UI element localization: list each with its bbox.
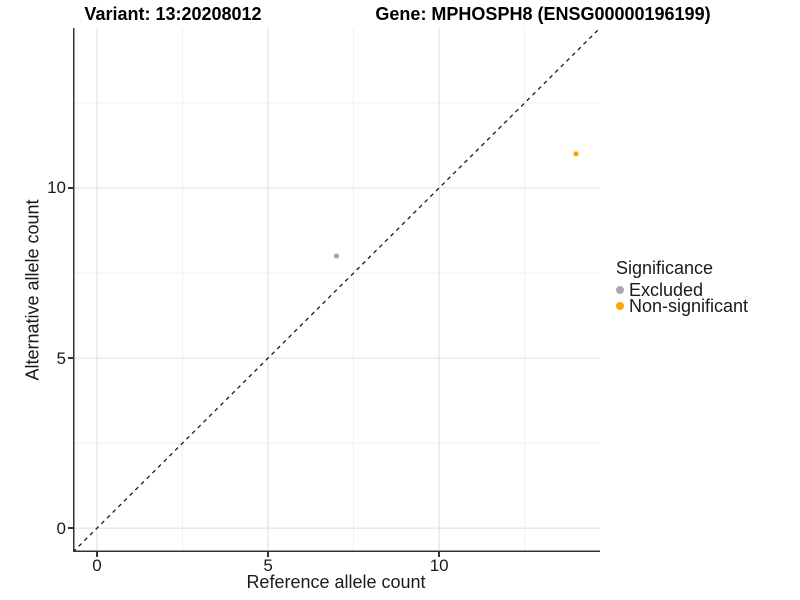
gene-title: Gene: MPHOSPH8 (ENSG00000196199) — [375, 4, 711, 24]
legend-title: Significance — [616, 258, 714, 278]
legend-item-excluded: Excluded — [616, 280, 748, 300]
non-significant-swatch-icon — [616, 302, 624, 310]
y-tick-label: 5 — [56, 348, 66, 368]
data-point-excluded — [333, 253, 340, 259]
y-tick-label: 10 — [47, 178, 66, 198]
legend: Significance Excluded Non-significant — [616, 257, 749, 316]
x-tick-mark — [438, 552, 440, 557]
x-tick-label: 10 — [429, 556, 449, 575]
x-tick-mark — [267, 552, 269, 557]
legend-item-label: Excluded — [629, 280, 704, 300]
plot-area — [73, 28, 600, 552]
identity-dashed-line — [73, 28, 600, 552]
y-tick-mark — [68, 187, 73, 189]
x-axis-title: Reference allele count — [246, 572, 426, 592]
y-tick-mark — [68, 527, 73, 529]
y-tick-mark — [68, 357, 73, 359]
legend-item-label: Non-significant — [629, 296, 749, 316]
y-tick-label: 0 — [56, 518, 66, 538]
x-tick-mark — [96, 552, 98, 557]
legend-item-non-significant: Non-significant — [616, 296, 749, 316]
data-point-non-significant — [573, 151, 579, 157]
variant-title: Variant: 13:20208012 — [84, 4, 262, 24]
x-tick-label: 0 — [92, 556, 102, 575]
excluded-swatch-icon — [616, 286, 624, 294]
x-tick-label: 5 — [263, 556, 273, 575]
plot-panel — [73, 28, 600, 552]
y-axis-title: Alternative allele count — [22, 199, 43, 381]
